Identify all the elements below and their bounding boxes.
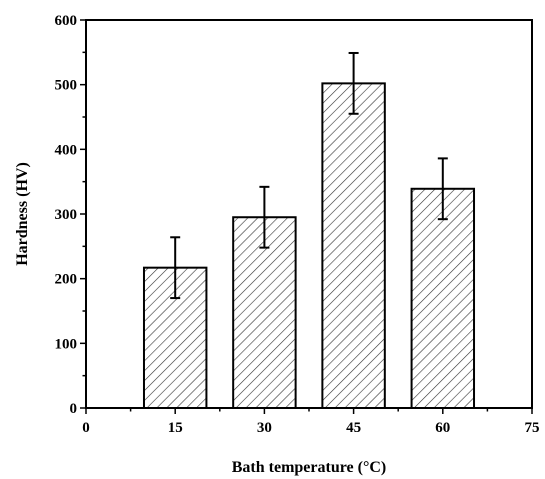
error-bars-group <box>170 51 448 300</box>
x-tick-label: 30 <box>257 420 272 436</box>
y-tick-label: 300 <box>55 207 78 223</box>
x-tick-label: 75 <box>525 420 540 436</box>
y-tick-label: 100 <box>55 336 78 352</box>
y-tick-label: 200 <box>55 272 78 288</box>
y-axis-title: Hardness (HV) <box>14 162 31 266</box>
tick-labels-group: 0 100 200 300 400 500 600 0 15 30 45 60 75 <box>55 13 540 436</box>
y-tick-label: 500 <box>55 78 78 94</box>
bars-group <box>142 82 476 410</box>
x-tick-label: 15 <box>168 420 183 436</box>
bar <box>410 187 476 409</box>
y-tick-label: 0 <box>70 401 78 417</box>
y-tick-label: 600 <box>55 13 78 29</box>
y-tick-label: 400 <box>55 142 78 158</box>
axis-ticks <box>80 19 533 414</box>
x-tick-label: 60 <box>435 420 450 436</box>
x-tick-label: 0 <box>82 420 90 436</box>
x-axis-title: Bath temperature (°C) <box>232 459 387 476</box>
x-tick-label: 45 <box>346 420 361 436</box>
bar <box>321 82 386 410</box>
